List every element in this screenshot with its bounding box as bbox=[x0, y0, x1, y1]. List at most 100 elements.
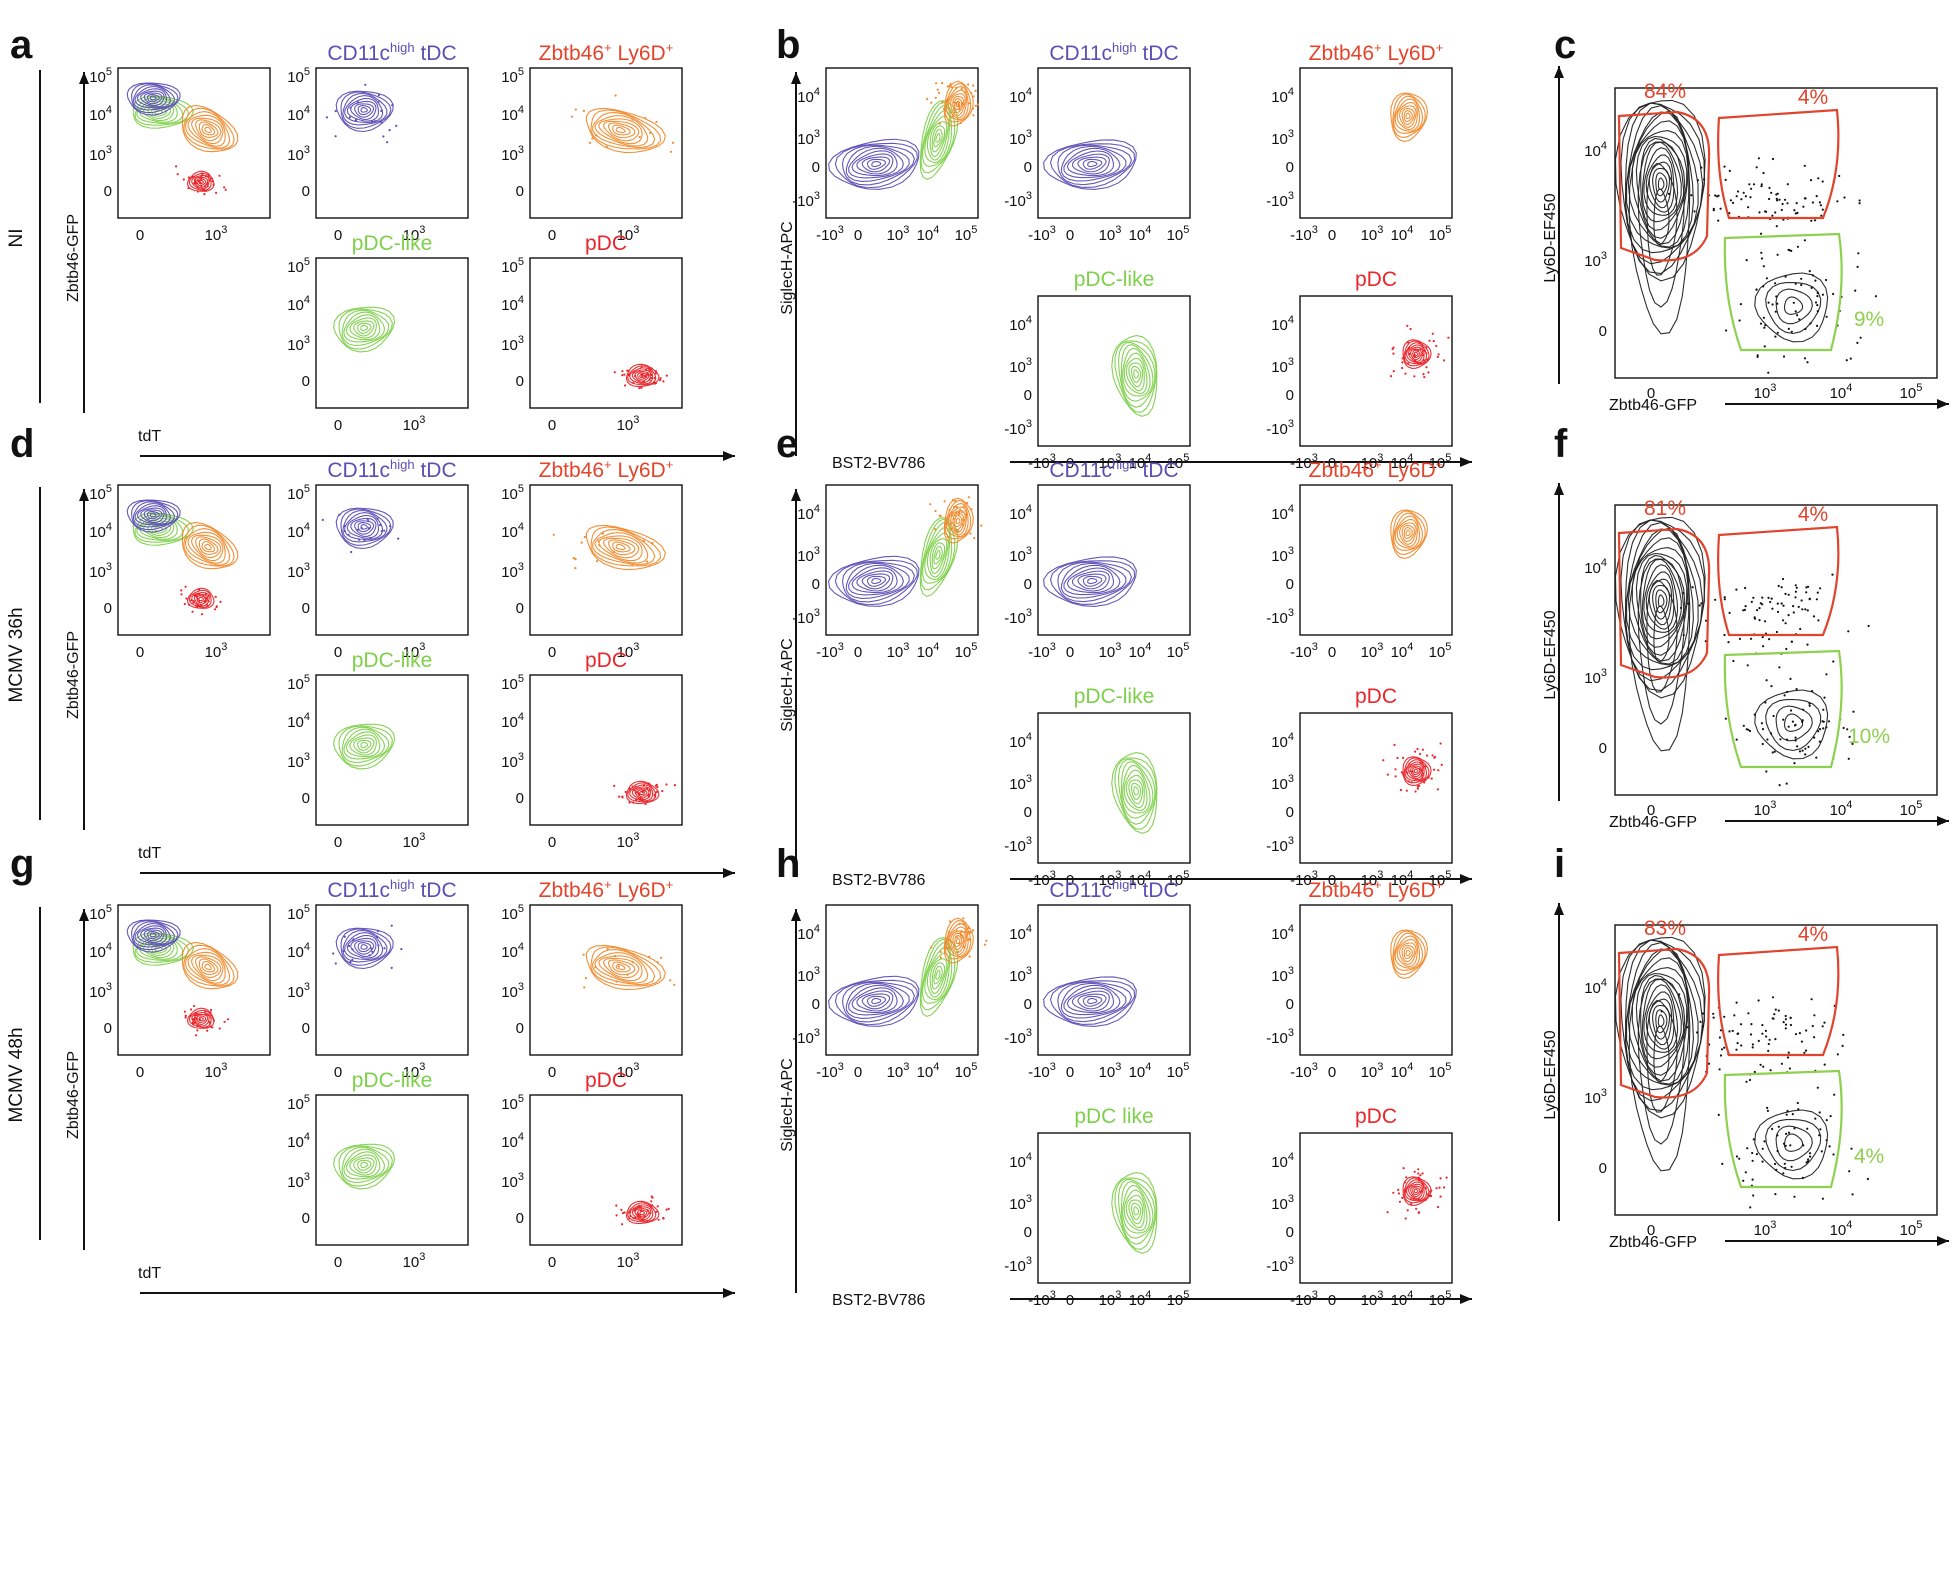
event-dot bbox=[193, 594, 196, 597]
y-tick-label: 103 bbox=[501, 751, 524, 771]
event-dot bbox=[1402, 1167, 1405, 1170]
event-dot bbox=[1782, 355, 1786, 358]
event-dot bbox=[961, 103, 964, 106]
x-tick-label: 104 bbox=[1830, 382, 1853, 402]
event-dot bbox=[638, 135, 641, 139]
event-dot bbox=[1792, 301, 1795, 304]
x-tick-label: 105 bbox=[1429, 1289, 1452, 1309]
x-tick-label: 0 bbox=[334, 834, 342, 851]
contour-pdc-like-contour bbox=[345, 1151, 381, 1178]
contour-tdc bbox=[335, 507, 394, 550]
y-tick-label: 104 bbox=[501, 711, 524, 731]
contour-main-contour bbox=[1620, 102, 1705, 275]
x-tick-label: 0 bbox=[1328, 455, 1336, 472]
event-dot bbox=[1831, 573, 1834, 576]
event-dot bbox=[1712, 1012, 1715, 1015]
event-dot bbox=[951, 499, 955, 502]
event-dot bbox=[1436, 1205, 1440, 1209]
contour-pdc-like-contour bbox=[924, 946, 951, 1001]
event-dot bbox=[574, 558, 577, 561]
contour-pdc-like bbox=[1111, 752, 1158, 834]
event-dot bbox=[195, 1012, 198, 1015]
event-dot bbox=[1797, 605, 1800, 609]
contour-ly6d-contour bbox=[187, 114, 226, 147]
axis-label-b-x: BST2-BV786 bbox=[832, 455, 925, 472]
event-dot bbox=[1439, 1195, 1442, 1198]
event-dot bbox=[1776, 610, 1780, 614]
contour-main-contour bbox=[1641, 978, 1682, 1060]
contour-tdc-contour bbox=[1060, 562, 1127, 599]
ly6d-dots bbox=[570, 94, 675, 153]
event-dot bbox=[1823, 696, 1826, 699]
x-tick-label: 105 bbox=[1167, 641, 1190, 661]
contour-pdc-like-contour bbox=[924, 109, 951, 164]
event-dot bbox=[211, 1017, 214, 1020]
event-dot bbox=[631, 785, 634, 788]
event-dot bbox=[662, 380, 665, 383]
event-dot bbox=[1399, 788, 1402, 792]
event-dot bbox=[1435, 344, 1438, 348]
contour-pdc-like-contour bbox=[1122, 764, 1151, 814]
plot-frame-tdc bbox=[315, 904, 469, 1056]
event-dot bbox=[954, 529, 957, 532]
event-dot bbox=[656, 790, 659, 793]
event-dot bbox=[613, 371, 616, 374]
x-tick-label: 103 bbox=[403, 831, 426, 851]
event-dot bbox=[1667, 192, 1671, 195]
event-dot bbox=[1775, 225, 1778, 228]
contour-tdc-contour bbox=[871, 160, 882, 168]
event-dot bbox=[1411, 770, 1414, 773]
event-dot bbox=[1807, 1160, 1810, 1163]
contour-ly6d-contour bbox=[181, 104, 239, 153]
contour-pdc-like-contour bbox=[353, 1157, 375, 1174]
contour-main-contour bbox=[1626, 111, 1694, 249]
panel-letter-a: a bbox=[10, 23, 33, 67]
event-dot bbox=[1749, 1033, 1753, 1036]
event-dot bbox=[1790, 1165, 1793, 1168]
contour-tdc-contour bbox=[1077, 993, 1107, 1010]
x-tick-label: 0 bbox=[334, 227, 342, 244]
event-dot bbox=[1758, 211, 1761, 214]
event-dot bbox=[215, 191, 218, 194]
contour-pdc-contour bbox=[191, 1011, 210, 1027]
event-dot bbox=[342, 949, 345, 953]
event-dot bbox=[1780, 586, 1783, 589]
contour-low-contour bbox=[1765, 698, 1822, 752]
plot-frame-ly6d bbox=[529, 67, 683, 219]
contour-main-contour bbox=[1643, 147, 1679, 216]
event-dot bbox=[949, 521, 952, 525]
contour-tdc-contour bbox=[342, 92, 388, 126]
a-x-axis-arrow bbox=[140, 868, 735, 878]
contour-tdc-contour bbox=[1057, 981, 1133, 1023]
contour-tdc-contour bbox=[1063, 564, 1121, 596]
event-dot bbox=[964, 513, 968, 516]
contour-pdc-contour bbox=[198, 596, 204, 602]
event-dot bbox=[1776, 1149, 1779, 1153]
event-dot bbox=[1764, 210, 1767, 213]
event-dot bbox=[1804, 1049, 1808, 1052]
gate-tdc bbox=[1617, 947, 1711, 1099]
x-tick-label: 103 bbox=[1361, 869, 1384, 889]
event-dot bbox=[1420, 774, 1424, 777]
event-dot bbox=[210, 177, 213, 180]
y-tick-label: -103 bbox=[1266, 607, 1294, 627]
event-dot bbox=[193, 1019, 196, 1022]
x-tick-label: -103 bbox=[1028, 1061, 1056, 1081]
contour-pdc-like-contour bbox=[360, 324, 369, 332]
contour-tail-contour bbox=[1628, 110, 1691, 335]
event-dot bbox=[380, 530, 383, 533]
y-tick-label: 103 bbox=[797, 545, 820, 565]
event-dot bbox=[1818, 1111, 1821, 1114]
event-dot bbox=[947, 942, 950, 945]
event-dot bbox=[200, 177, 203, 180]
event-dot bbox=[1701, 1025, 1705, 1028]
y-tick-label: 105 bbox=[501, 66, 524, 86]
event-dot bbox=[612, 550, 616, 554]
b-x-axis-arrow bbox=[1010, 1294, 1472, 1304]
contour-tdc-contour bbox=[828, 555, 920, 607]
x-tick-label: 105 bbox=[1900, 1219, 1923, 1239]
event-dot bbox=[195, 595, 198, 598]
event-dot bbox=[1742, 1179, 1745, 1182]
event-dot bbox=[641, 1218, 645, 1221]
contour-pdc-like-contour bbox=[341, 726, 390, 764]
